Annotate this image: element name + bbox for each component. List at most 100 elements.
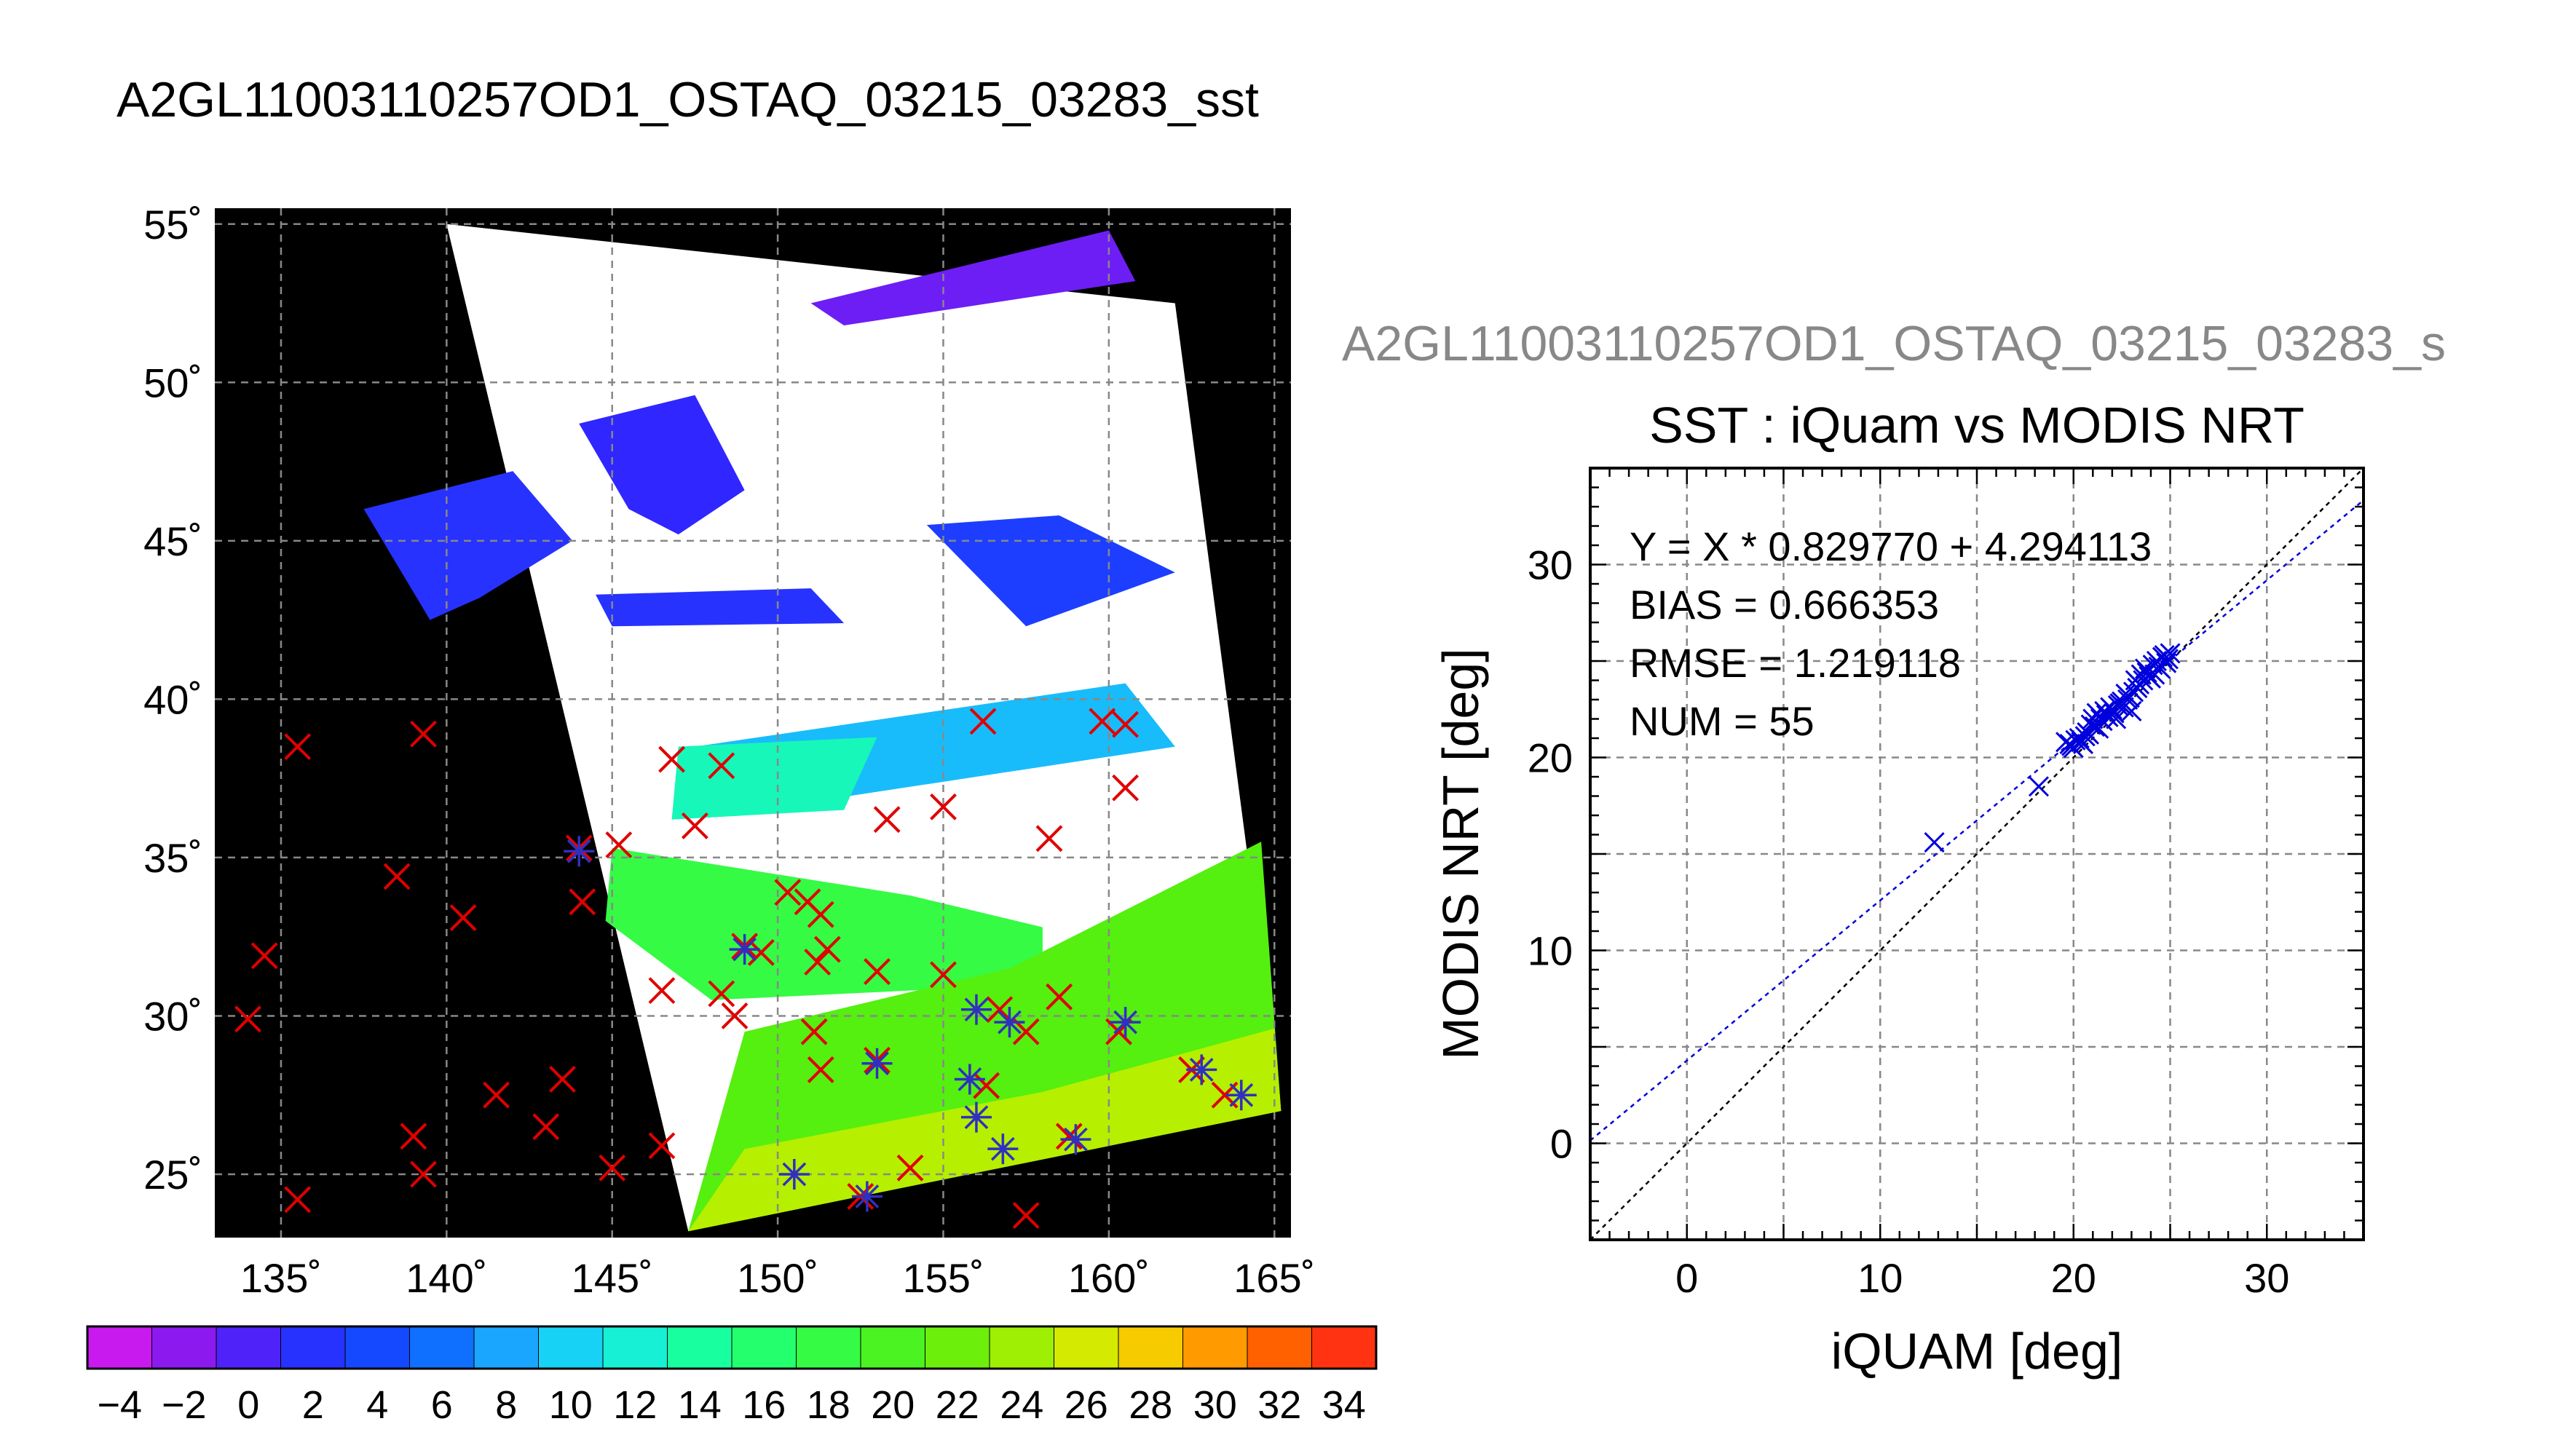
map-x-tick-label: 140˚ bbox=[406, 1255, 487, 1301]
secondary-title: A2GL11003110257OD1_OSTAQ_03215_03283_s bbox=[1342, 316, 2446, 371]
modis-point bbox=[960, 994, 992, 1025]
iquam-point bbox=[969, 708, 997, 735]
iquam-point bbox=[569, 888, 596, 916]
stats-num: NUM = 55 bbox=[1630, 698, 1814, 744]
iquam-point bbox=[1089, 708, 1116, 735]
stats-bias: BIAS = 0.666353 bbox=[1630, 582, 1939, 628]
colorbar-tick-label: 2 bbox=[302, 1383, 324, 1427]
iquam-point bbox=[284, 733, 312, 761]
map-y-tick-label: 25˚ bbox=[143, 1152, 202, 1198]
iquam-point bbox=[800, 1018, 828, 1045]
map-y-tick-label: 50˚ bbox=[143, 360, 202, 405]
colorbar-bin bbox=[538, 1326, 604, 1369]
scatter-point bbox=[2144, 664, 2165, 685]
iquam-point bbox=[807, 1056, 834, 1083]
map-y-tick-label: 55˚ bbox=[143, 202, 202, 248]
sst-region bbox=[671, 737, 877, 820]
colorbar-bin bbox=[1182, 1326, 1248, 1369]
scatter-y-tick-label: 10 bbox=[1528, 928, 1573, 974]
iquam-point bbox=[986, 996, 1014, 1024]
colorbar-tick-label: −2 bbox=[162, 1383, 207, 1427]
iquam-point bbox=[410, 720, 437, 748]
iquam-point bbox=[682, 812, 708, 839]
scatter-point bbox=[2127, 678, 2148, 699]
map-grid bbox=[215, 208, 1291, 1238]
map-y-tick-label: 30˚ bbox=[143, 993, 202, 1039]
regression-line bbox=[1590, 499, 2364, 1142]
map-y-tick-labels: 25˚ 30˚ 35˚ 40˚ 45˚ 50˚ 55˚ bbox=[143, 202, 202, 1198]
iquam-point bbox=[648, 977, 676, 1005]
sst-region bbox=[363, 471, 573, 620]
colorbar-bin bbox=[796, 1326, 861, 1369]
modis-point bbox=[954, 1064, 985, 1095]
iquam-point bbox=[599, 1154, 626, 1182]
colorbar-bin bbox=[1118, 1326, 1184, 1369]
iquam-point bbox=[804, 949, 832, 976]
sst-region bbox=[605, 847, 1043, 1000]
iquam-point bbox=[1035, 825, 1063, 852]
map-x-tick-label: 160˚ bbox=[1068, 1255, 1150, 1301]
iquam-point bbox=[774, 879, 802, 906]
iquam-point bbox=[234, 1005, 261, 1033]
colorbar-tick-label: 8 bbox=[495, 1383, 517, 1427]
stats-equation: Y = X * 0.829770 + 4.294113 bbox=[1630, 523, 2152, 569]
modis-point bbox=[1060, 1124, 1091, 1155]
iquam-point bbox=[1112, 711, 1140, 738]
modis-point bbox=[1110, 1007, 1141, 1038]
colorbar-bin bbox=[409, 1326, 475, 1369]
colorbar-bin bbox=[1054, 1326, 1119, 1369]
map-x-tick-label: 145˚ bbox=[572, 1255, 653, 1301]
identity-line bbox=[1590, 468, 2364, 1240]
map-x-tick-labels: 135˚ 140˚ 145˚ 150˚ 155˚ 160˚ 165˚ bbox=[240, 1255, 1315, 1301]
iquam-point bbox=[648, 1132, 676, 1160]
colorbar-tick-label: 22 bbox=[936, 1383, 979, 1427]
scatter-title: SST : iQuam vs MODIS NRT bbox=[1649, 397, 2305, 454]
colorbar-bin bbox=[151, 1326, 217, 1369]
modis-point bbox=[778, 1158, 810, 1190]
iquam-point bbox=[449, 904, 477, 931]
colorbar-bins bbox=[87, 1326, 1377, 1369]
scatter-point bbox=[2115, 683, 2136, 705]
colorbar-tick-label: 18 bbox=[807, 1383, 850, 1427]
modis-point bbox=[1186, 1054, 1217, 1085]
colorbar-tick-label: 32 bbox=[1257, 1383, 1301, 1427]
iquam-point bbox=[896, 1154, 924, 1182]
iquam-point bbox=[605, 831, 633, 858]
map-x-tick-label: 135˚ bbox=[240, 1255, 322, 1301]
colorbar-bin bbox=[989, 1326, 1055, 1369]
scatter-panel: SST : iQuam vs MODIS NRT 0 10 20 30 0 10 20 30… bbox=[1432, 397, 2365, 1380]
iquam-point bbox=[973, 1072, 1000, 1099]
scatter-point bbox=[2028, 776, 2050, 797]
sst-region bbox=[810, 230, 1136, 325]
stats-rmse: RMSE = 1.219118 bbox=[1630, 640, 1961, 686]
colorbar-bin bbox=[344, 1326, 411, 1369]
colorbar-tick-label: 0 bbox=[237, 1383, 259, 1427]
iquam-point bbox=[549, 1066, 576, 1093]
scatter-points bbox=[1924, 643, 2181, 853]
modis-point bbox=[987, 1133, 1019, 1165]
modis-point bbox=[851, 1181, 882, 1212]
colorbar-tick-label: 16 bbox=[742, 1383, 786, 1427]
colorbar-frame bbox=[86, 1325, 1378, 1370]
colorbar-bin bbox=[860, 1326, 926, 1369]
map-x-tick-label: 150˚ bbox=[737, 1255, 818, 1301]
scatter-minor-ticks bbox=[1590, 468, 2364, 1240]
scatter-y-axis-label: MODIS NRT [deg] bbox=[1432, 648, 1489, 1059]
colorbar-tick-label: 4 bbox=[366, 1383, 388, 1427]
colorbar-tick-label: 24 bbox=[1000, 1383, 1043, 1427]
colorbar-tick-label: 12 bbox=[613, 1383, 657, 1427]
scatter-point bbox=[2157, 649, 2179, 670]
iquam-point bbox=[1112, 774, 1140, 802]
modis-point bbox=[564, 836, 595, 867]
iquam-point bbox=[658, 745, 685, 773]
modis-point bbox=[729, 934, 760, 965]
iquam-point bbox=[873, 806, 901, 834]
colorbar-tick-label: 30 bbox=[1193, 1383, 1237, 1427]
sst-regions bbox=[363, 230, 1282, 1232]
scatter-y-tick-label: 30 bbox=[1528, 542, 1573, 588]
colorbar-tick-label: 10 bbox=[549, 1383, 593, 1427]
scatter-y-tick-label: 0 bbox=[1550, 1121, 1573, 1167]
map-x-tick-label: 165˚ bbox=[1233, 1255, 1315, 1301]
iquam-point bbox=[930, 793, 957, 820]
